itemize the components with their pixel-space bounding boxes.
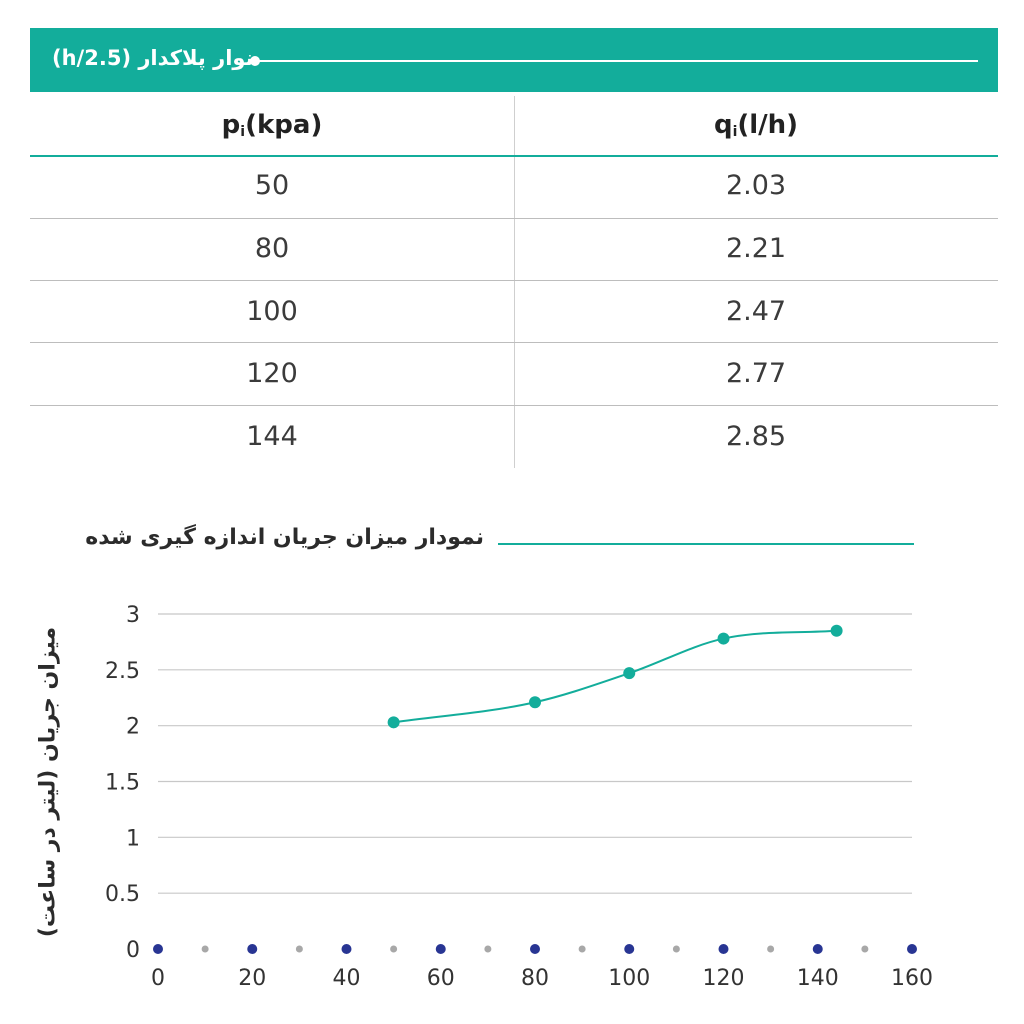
table-title: نوار پلاکدار (h/2.5)	[52, 46, 254, 70]
x-axis-major-dot	[718, 944, 729, 954]
x-axis-minor-dot	[484, 945, 492, 953]
table-row-divider	[30, 280, 998, 281]
banner-divider-line	[258, 60, 978, 62]
tick-layer: 0 0.5 1 1.5 2 2.5 3 0 20 40 60 80 100 120 140 160	[105, 603, 933, 991]
y-tick-label: 2	[126, 715, 140, 740]
x-axis-major-dot	[153, 944, 163, 954]
x-axis-minor-dot	[390, 945, 398, 953]
x-tick-label: 40	[333, 966, 361, 991]
chart-title: نمودار میزان جریان اندازه گیری شده	[85, 525, 484, 550]
chart-title-line	[498, 543, 914, 545]
table-cell-flow: 2.85	[725, 421, 787, 452]
x-axis-major-dot	[624, 944, 635, 954]
x-tick-label: 0	[151, 966, 165, 991]
y-tick-label: 1	[126, 826, 140, 851]
table-row-divider	[30, 218, 998, 219]
table-row-divider	[30, 342, 998, 343]
x-axis-minor-dot	[201, 945, 209, 953]
x-axis-minor-dot	[767, 945, 775, 953]
data-point	[623, 667, 636, 680]
table-cell-flow: 2.77	[725, 358, 787, 389]
x-axis-major-dot	[247, 944, 258, 954]
x-axis-major-dot	[907, 944, 917, 954]
x-tick-label: 20	[238, 966, 266, 991]
table-cell-pressure: 80	[254, 233, 290, 264]
x-tick-label: 100	[608, 966, 650, 991]
header-pressure: pi(kpa)	[221, 110, 323, 140]
table-cell-pressure: 120	[246, 358, 298, 389]
y-tick-label: 1.5	[105, 771, 140, 796]
banner-bullet-dot	[250, 56, 260, 66]
y-tick-label: 0	[126, 938, 140, 963]
x-axis-major-dot	[530, 944, 540, 954]
y-tick-label: 3	[126, 603, 140, 628]
axis-dot-layer	[153, 944, 917, 954]
x-tick-label: 80	[521, 966, 549, 991]
x-tick-label: 60	[427, 966, 455, 991]
y-tick-label: 2.5	[105, 659, 140, 684]
data-point	[830, 624, 843, 637]
x-axis-minor-dot	[672, 945, 680, 953]
x-axis-major-dot	[435, 944, 446, 954]
table-cell-flow: 2.47	[725, 296, 787, 327]
data-point	[387, 716, 400, 729]
x-axis-minor-dot	[578, 945, 586, 953]
data-point	[529, 696, 541, 709]
table-header-underline	[30, 155, 998, 157]
x-axis-major-dot	[812, 944, 823, 954]
grid-layer	[158, 613, 912, 894]
y-tick-label: 0.5	[105, 882, 140, 907]
series-line	[393, 629, 837, 724]
series-layer	[387, 624, 843, 729]
header-flow: qi(l/h)	[713, 110, 799, 140]
x-axis-major-dot	[341, 944, 352, 954]
data-point	[717, 632, 730, 645]
x-axis-minor-dot	[295, 945, 303, 953]
table-row-divider	[30, 405, 998, 406]
table-cell-pressure: 144	[246, 421, 298, 452]
table-cell-flow: 2.21	[725, 233, 787, 264]
table-cell-flow: 2.03	[725, 170, 787, 201]
table-cell-pressure: 50	[254, 170, 290, 201]
table-column-divider	[514, 96, 515, 468]
table-cell-pressure: 100	[246, 296, 298, 327]
x-axis-minor-dot	[861, 945, 869, 953]
x-tick-label: 160	[891, 966, 933, 991]
x-tick-label: 120	[703, 966, 745, 991]
x-tick-label: 140	[797, 966, 839, 991]
